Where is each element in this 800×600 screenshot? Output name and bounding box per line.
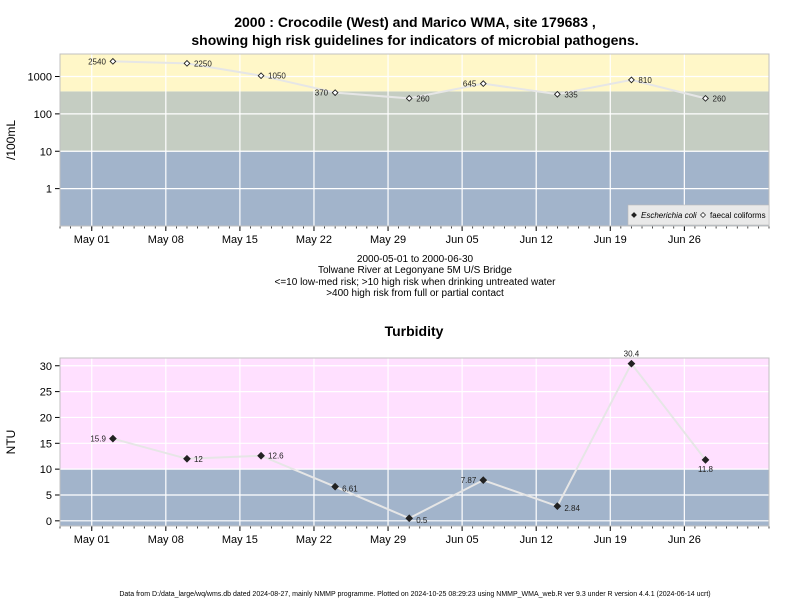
y-axis-label: NTU — [4, 430, 18, 455]
data-label: 2250 — [194, 59, 212, 68]
caption-date-range: 2000-05-01 to 2000-06-30 — [357, 254, 474, 265]
data-point-marker — [479, 476, 488, 485]
data-point-marker — [702, 94, 709, 102]
chart1-title-line1: 2000 : Crocodile (West) and Marico WMA, … — [234, 14, 596, 30]
microbial-plot: May 01 May 08 May 15 May 22 May 29 Jun 05 Jun … — [4, 53, 770, 246]
chart1-title-line2: showing high risk guidelines for indicat… — [191, 32, 638, 48]
data-point-marker — [257, 72, 265, 80]
data-point-marker — [183, 454, 191, 463]
caption-guideline1: <=10 low-med risk; >10 high risk when dr… — [275, 277, 557, 288]
plot-frame — [59, 53, 770, 227]
x-tick-label: May 01 — [74, 234, 110, 246]
caption-guideline2: >400 high risk from full or partial cont… — [326, 288, 504, 299]
data-label: 2.84 — [564, 504, 580, 513]
data-label: 260 — [713, 94, 727, 103]
data-label: 15.9 — [90, 435, 106, 444]
data-label: 12 — [194, 455, 203, 464]
y-tick-label: 30 — [40, 361, 52, 373]
data-label: 645 — [463, 80, 477, 89]
data-point-marker — [331, 482, 340, 491]
data-point-marker — [257, 451, 265, 460]
y-tick-label: 10 — [40, 464, 52, 476]
legend-label-faecal: faecal coliforms — [710, 211, 766, 220]
footer-note: Data from D:/data_large/wq/wms.db dated … — [119, 591, 710, 598]
data-point-marker — [627, 359, 636, 368]
x-tick-label: Jun 12 — [520, 234, 553, 246]
data-label: 11.8 — [698, 465, 714, 474]
x-tick-label: Jun 19 — [594, 234, 627, 246]
x-tick-label: May 01 — [74, 534, 110, 546]
y-tick-label: 1 — [46, 184, 52, 196]
data-point-marker — [109, 57, 117, 65]
data-label: 260 — [416, 94, 430, 103]
x-tick-label: May 29 — [370, 534, 406, 546]
data-label: 6.61 — [342, 485, 358, 494]
risk-band — [60, 91, 769, 152]
data-point-marker — [479, 80, 487, 88]
data-point-marker — [405, 514, 414, 523]
x-tick-label: Jun 05 — [446, 234, 479, 246]
data-point-marker — [627, 76, 635, 84]
data-point-marker — [109, 434, 117, 443]
legend-marker-faecal — [700, 212, 706, 218]
x-tick-label: May 22 — [296, 234, 332, 246]
data-point-marker — [331, 89, 339, 97]
legend-marker-ecoli — [631, 212, 637, 218]
x-tick-label: May 29 — [370, 234, 406, 246]
x-tick-label: Jun 26 — [668, 534, 701, 546]
data-point-marker — [183, 59, 191, 67]
x-tick-label: May 08 — [148, 534, 184, 546]
risk-band — [60, 358, 769, 470]
y-tick-label: 100 — [34, 109, 52, 121]
data-point-marker — [405, 94, 413, 102]
legend-box — [627, 204, 770, 226]
y-tick-label: 25 — [40, 387, 52, 399]
data-label: 0.5 — [416, 516, 428, 525]
data-point-marker — [701, 455, 710, 464]
y-tick-label: 0 — [46, 516, 52, 528]
data-label: 335 — [564, 90, 578, 99]
legend-label-ecoli: Escherichia coli — [641, 211, 697, 220]
caption-site: Tolwane River at Legonyane 5M U/S Bridge — [318, 265, 512, 276]
x-tick-label: May 15 — [222, 534, 258, 546]
data-label: 370 — [315, 89, 329, 98]
y-tick-label: 10 — [40, 146, 52, 158]
data-label: 1050 — [268, 72, 286, 81]
y-tick-label: 15 — [40, 438, 52, 450]
data-label: 12.6 — [268, 452, 284, 461]
data-label: 2540 — [88, 57, 106, 66]
data-label: 7.87 — [461, 476, 477, 485]
y-tick-label: 5 — [46, 490, 52, 502]
x-tick-label: May 08 — [148, 234, 184, 246]
legend: Escherichia coli faecal coliforms — [627, 204, 770, 226]
data-point-marker — [553, 502, 562, 511]
x-tick-label: Jun 26 — [668, 234, 701, 246]
x-tick-label: May 22 — [296, 534, 332, 546]
x-tick-label: May 15 — [222, 234, 258, 246]
data-point-marker — [553, 90, 561, 98]
chart2-title: Turbidity — [385, 323, 444, 339]
x-tick-label: Jun 12 — [520, 534, 553, 546]
data-label: 810 — [638, 76, 652, 85]
y-tick-label: 1000 — [28, 72, 52, 84]
plot-frame — [59, 357, 770, 527]
turbidity-plot: May 01 May 08 May 15 May 22 May 29 Jun 05 Jun … — [4, 350, 770, 546]
y-axis-label: /100mL — [4, 120, 18, 160]
data-label: 30.4 — [624, 350, 640, 359]
x-tick-label: Jun 05 — [446, 534, 479, 546]
x-tick-label: Jun 19 — [594, 534, 627, 546]
y-tick-label: 20 — [40, 412, 52, 424]
